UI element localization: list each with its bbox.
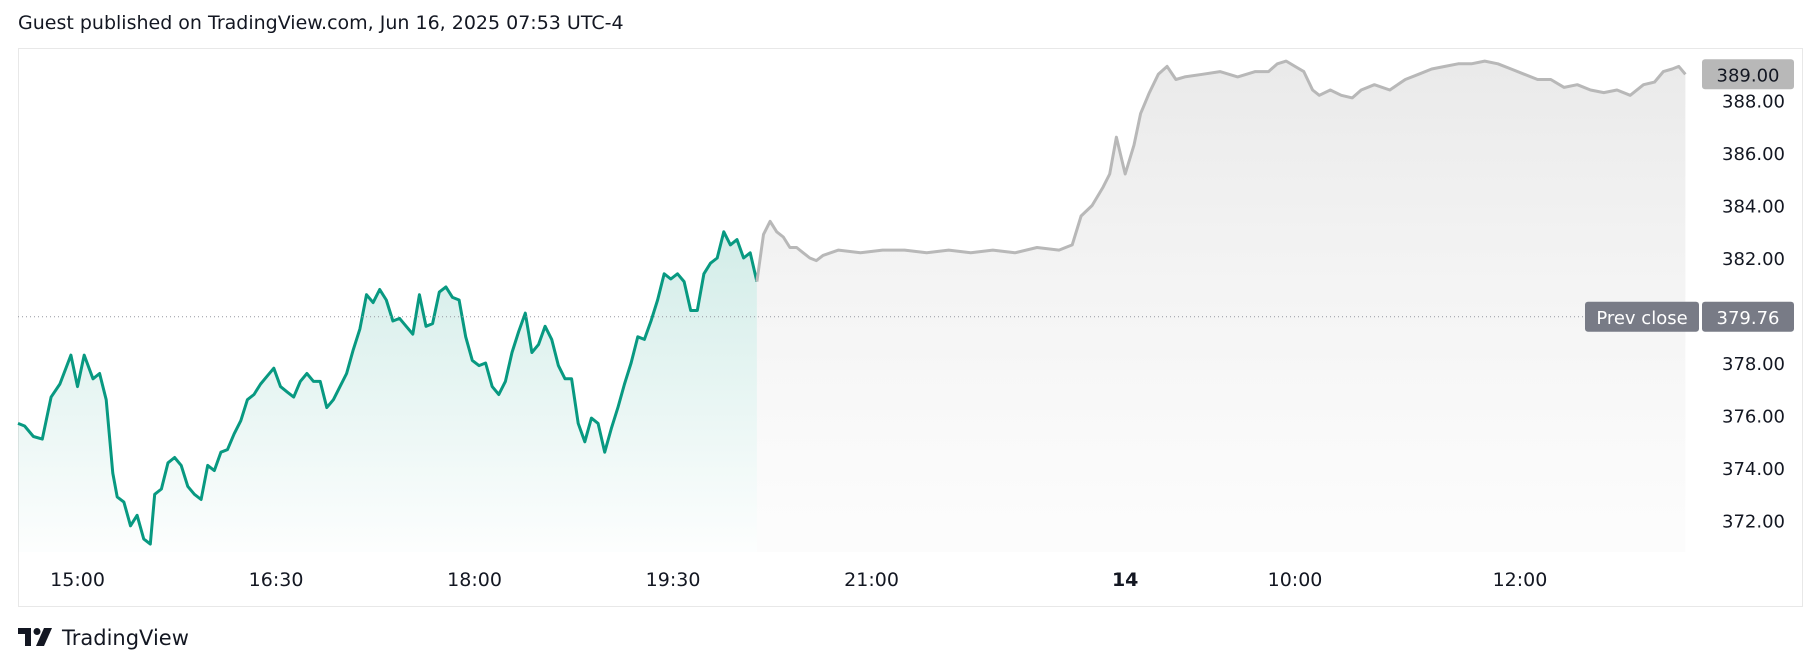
chart-frame [18, 48, 1803, 607]
x-tick-label: 19:30 [646, 569, 701, 591]
y-tick-label: 378.00 [1722, 354, 1785, 375]
y-tick-label: 372.00 [1722, 512, 1785, 533]
x-tick-label: 21:00 [844, 569, 899, 591]
regular-session-area [18, 231, 757, 553]
extended-session-line[interactable] [755, 59, 1687, 282]
x-tick-label: 12:00 [1493, 569, 1548, 591]
prev-close-label-badge [1585, 301, 1699, 332]
y-tick-label: 384.00 [1722, 197, 1785, 218]
last-price-value: 389.00 [1717, 65, 1780, 86]
prev-close-value-badge [1702, 301, 1794, 332]
x-tick-label: 15:00 [50, 569, 105, 591]
last-price-badge [1702, 59, 1794, 90]
y-tick-label: 382.00 [1722, 249, 1785, 270]
prev-close-label: Prev close [1596, 308, 1687, 329]
x-tick-label: 18:00 [447, 569, 502, 591]
footer: TradingView [18, 626, 189, 650]
published-header: Guest published on TradingView.com, Jun … [18, 12, 624, 34]
regular-session-line[interactable] [17, 230, 759, 546]
extended-session-area [756, 61, 1686, 552]
y-tick-label: 376.00 [1722, 407, 1785, 428]
x-tick-label: 14 [1112, 569, 1138, 591]
tradingview-logo-icon[interactable] [18, 628, 54, 648]
prev-close-value: 379.76 [1717, 308, 1780, 329]
y-tick-label: 388.00 [1722, 92, 1785, 113]
x-tick-label: 16:30 [249, 569, 304, 591]
footer-brand[interactable]: TradingView [62, 626, 189, 650]
x-tick-label: 10:00 [1268, 569, 1323, 591]
y-tick-label: 386.00 [1722, 144, 1785, 165]
y-tick-label: 374.00 [1722, 459, 1785, 480]
